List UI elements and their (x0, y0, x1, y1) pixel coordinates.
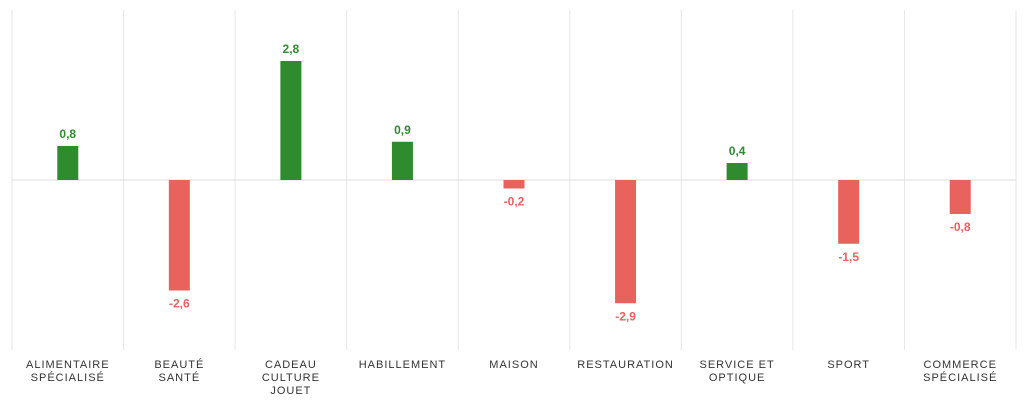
bar-6 (615, 180, 637, 304)
bar-7 (726, 163, 748, 180)
bars (57, 61, 971, 304)
bar-5 (503, 180, 525, 189)
value-labels: 0,8 -2,6 2,8 0,9 -0,2 -2,9 0,4 -1,5 -0,8 (59, 42, 970, 323)
category-label-8: SPORT (827, 359, 870, 371)
value-label-3: 2,8 (283, 42, 300, 56)
value-label-8: -1,5 (838, 250, 859, 264)
value-label-5: -0,2 (504, 195, 525, 209)
bar-3 (280, 61, 302, 180)
bar-1 (57, 146, 79, 180)
value-label-1: 0,8 (59, 127, 76, 141)
category-label-4: HABILLEMENT (359, 359, 446, 371)
bar-2 (168, 180, 190, 291)
value-label-2: -2,6 (169, 297, 190, 311)
category-labels: ALIMENTAIRE SPÉCIALISÉ BEAUTÉ SANTÉ CADEAU CU… (26, 358, 997, 397)
category-label-7: SERVICE ET OPTIQUE (700, 359, 775, 384)
category-label-9: COMMERCE SPÉCIALISÉ (923, 359, 997, 384)
value-label-6: -2,9 (615, 309, 636, 323)
bar-9 (949, 180, 971, 214)
category-label-2: BEAUTÉ SANTÉ (154, 358, 204, 384)
value-label-4: 0,9 (394, 123, 411, 137)
bar-8 (838, 180, 860, 244)
bar-4 (391, 141, 413, 180)
value-label-7: 0,4 (729, 144, 746, 158)
category-label-1: ALIMENTAIRE SPÉCIALISÉ (26, 359, 110, 384)
category-label-3: CADEAU CULTURE JOUET (262, 359, 320, 397)
category-label-5: MAISON (489, 359, 538, 371)
category-label-6: RESTAURATION (577, 359, 674, 371)
value-label-9: -0,8 (950, 220, 971, 234)
